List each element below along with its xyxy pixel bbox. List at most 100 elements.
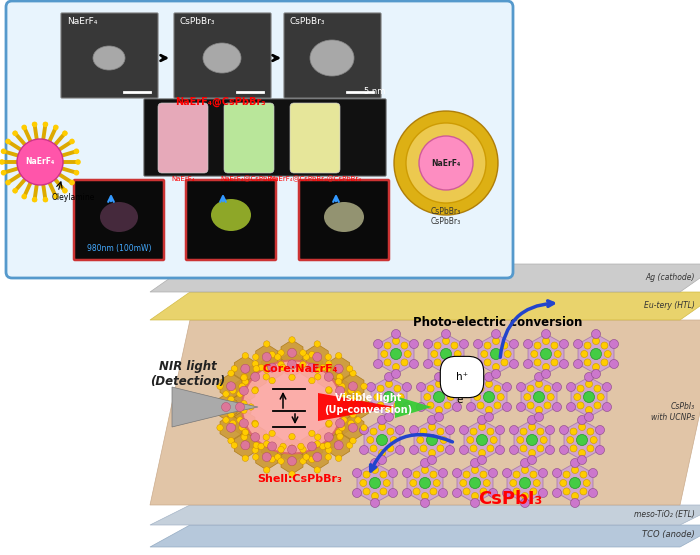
- Circle shape: [263, 434, 270, 440]
- Polygon shape: [281, 437, 303, 463]
- Circle shape: [241, 401, 247, 407]
- Circle shape: [497, 393, 504, 401]
- Circle shape: [228, 370, 234, 376]
- Circle shape: [223, 391, 229, 397]
- Circle shape: [410, 426, 419, 435]
- Circle shape: [570, 498, 580, 507]
- Circle shape: [241, 364, 250, 373]
- Circle shape: [300, 446, 306, 453]
- Circle shape: [554, 351, 561, 357]
- Polygon shape: [471, 377, 507, 417]
- Circle shape: [394, 111, 498, 215]
- Circle shape: [300, 350, 306, 356]
- Circle shape: [487, 445, 494, 452]
- Circle shape: [384, 342, 391, 349]
- Polygon shape: [571, 377, 607, 417]
- Circle shape: [570, 428, 577, 435]
- Circle shape: [433, 480, 440, 487]
- Circle shape: [274, 454, 281, 460]
- Circle shape: [410, 360, 419, 369]
- Circle shape: [424, 393, 430, 401]
- Circle shape: [228, 437, 234, 444]
- Polygon shape: [261, 433, 283, 460]
- Circle shape: [567, 436, 574, 443]
- Circle shape: [402, 382, 412, 391]
- Circle shape: [583, 480, 590, 487]
- Circle shape: [384, 359, 391, 366]
- Circle shape: [491, 349, 501, 360]
- Circle shape: [309, 351, 315, 358]
- Circle shape: [307, 442, 316, 451]
- Circle shape: [395, 426, 405, 435]
- Circle shape: [571, 492, 578, 500]
- Circle shape: [401, 359, 408, 366]
- Circle shape: [0, 159, 5, 165]
- Circle shape: [239, 386, 248, 395]
- Circle shape: [62, 188, 68, 194]
- Circle shape: [463, 488, 470, 495]
- Text: NIR light
(Detection): NIR light (Detection): [150, 360, 225, 388]
- Circle shape: [350, 437, 356, 444]
- Circle shape: [573, 340, 582, 349]
- Polygon shape: [234, 356, 256, 382]
- Polygon shape: [244, 424, 266, 450]
- Circle shape: [435, 372, 444, 381]
- Circle shape: [470, 428, 477, 435]
- Circle shape: [355, 417, 361, 423]
- Circle shape: [32, 122, 37, 127]
- Circle shape: [610, 360, 619, 369]
- Circle shape: [370, 498, 379, 507]
- Circle shape: [404, 351, 411, 357]
- Circle shape: [477, 435, 487, 446]
- Circle shape: [477, 416, 486, 425]
- Circle shape: [278, 446, 284, 453]
- Circle shape: [339, 425, 345, 431]
- Circle shape: [536, 381, 542, 387]
- Circle shape: [320, 365, 326, 371]
- Circle shape: [349, 382, 358, 391]
- Circle shape: [522, 467, 528, 473]
- Polygon shape: [172, 387, 258, 427]
- Circle shape: [252, 447, 258, 453]
- Circle shape: [377, 402, 384, 409]
- Circle shape: [53, 194, 59, 199]
- Circle shape: [545, 426, 554, 435]
- Polygon shape: [215, 394, 237, 420]
- Circle shape: [383, 480, 390, 487]
- Circle shape: [530, 488, 537, 495]
- Circle shape: [577, 385, 584, 392]
- Text: CsPbBr₃: CsPbBr₃: [431, 206, 461, 215]
- Circle shape: [463, 471, 470, 478]
- Circle shape: [335, 352, 342, 359]
- Circle shape: [521, 498, 529, 507]
- Circle shape: [353, 488, 361, 497]
- Circle shape: [552, 382, 561, 391]
- Circle shape: [334, 441, 343, 450]
- Circle shape: [330, 404, 336, 410]
- Circle shape: [230, 420, 236, 427]
- Circle shape: [346, 366, 353, 372]
- Circle shape: [228, 411, 234, 418]
- Circle shape: [300, 458, 306, 465]
- Text: e⁻: e⁻: [456, 395, 468, 405]
- Circle shape: [474, 393, 481, 401]
- Circle shape: [387, 428, 394, 435]
- Circle shape: [566, 402, 575, 411]
- Circle shape: [594, 402, 601, 409]
- Circle shape: [459, 360, 468, 369]
- Circle shape: [280, 365, 286, 371]
- Circle shape: [585, 406, 592, 413]
- Circle shape: [242, 379, 248, 385]
- Circle shape: [494, 402, 501, 409]
- Circle shape: [307, 363, 316, 372]
- Circle shape: [337, 433, 343, 440]
- Circle shape: [263, 441, 270, 447]
- Circle shape: [440, 349, 452, 360]
- Circle shape: [241, 433, 247, 440]
- Circle shape: [241, 374, 247, 380]
- Text: NaErF₄: NaErF₄: [172, 176, 195, 182]
- Circle shape: [421, 498, 430, 507]
- Circle shape: [237, 417, 243, 423]
- Circle shape: [430, 488, 437, 495]
- Circle shape: [1, 170, 6, 175]
